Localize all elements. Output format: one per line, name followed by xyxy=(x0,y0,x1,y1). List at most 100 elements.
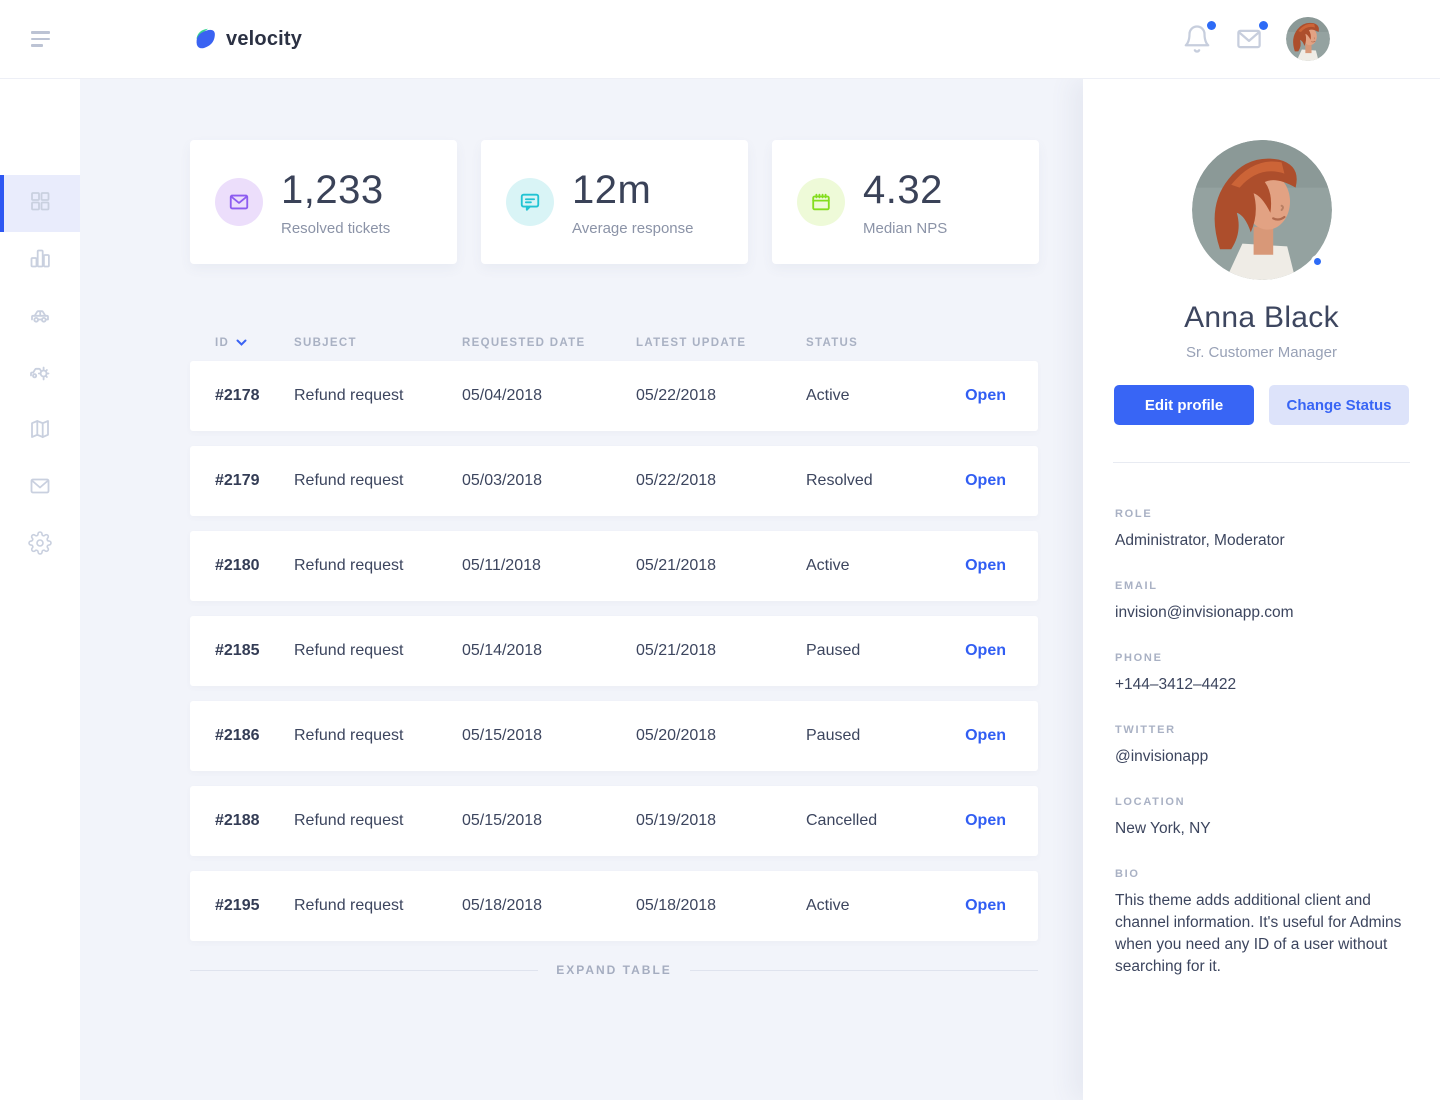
car-icon xyxy=(28,303,52,332)
open-link[interactable]: Open xyxy=(965,472,1006,489)
column-header-status: STATUS xyxy=(806,337,859,349)
ticket-subject: Refund request xyxy=(294,812,404,829)
ticket-status: Active xyxy=(806,387,850,404)
envelope-icon xyxy=(28,474,52,503)
open-link[interactable]: Open xyxy=(965,557,1006,574)
chat-icon xyxy=(506,178,554,226)
edit-profile-button[interactable]: Edit profile xyxy=(1114,385,1254,425)
field-label: PHONE xyxy=(1115,652,1163,664)
profile-name: Anna Black xyxy=(1184,301,1339,334)
stat-value: 4.32 xyxy=(863,167,943,212)
field-value: Administrator, Moderator xyxy=(1115,532,1285,549)
ticket-latest-update: 05/19/2018 xyxy=(636,812,717,829)
ticket-requested-date: 05/03/2018 xyxy=(462,472,543,489)
table-row: #2180 Refund request 05/11/2018 05/21/20… xyxy=(190,531,1038,601)
profile-panel: Anna Black Sr. Customer Manager Edit pro… xyxy=(1083,79,1440,1100)
profile-fields: ROLE Administrator, Moderator EMAIL invi… xyxy=(1083,463,1440,978)
ticket-id: #2186 xyxy=(215,727,260,744)
notification-dot xyxy=(1207,21,1216,30)
table-row: #2178 Refund request 05/04/2018 05/22/20… xyxy=(190,361,1038,431)
bar-chart-icon xyxy=(28,246,52,275)
sidebar-item-vehicle-settings[interactable] xyxy=(0,346,80,403)
column-header-subject: SUBJECT xyxy=(294,337,357,349)
field-label: ROLE xyxy=(1115,508,1153,520)
field-label: BIO xyxy=(1115,868,1140,880)
menu-button[interactable] xyxy=(0,31,80,47)
divider xyxy=(689,969,1038,971)
column-header-id[interactable]: ID xyxy=(190,337,294,349)
divider xyxy=(1113,462,1410,463)
column-header-requested-date: REQUESTED DATE xyxy=(462,337,586,349)
stat-cards: 1,233 Resolved tickets 12m Average respo… xyxy=(190,140,1039,264)
open-link[interactable]: Open xyxy=(965,812,1006,829)
sidebar-item-vehicles[interactable] xyxy=(0,289,80,346)
stat-label: Median NPS xyxy=(863,219,948,237)
chevron-down-icon xyxy=(236,339,247,347)
stat-label: Resolved tickets xyxy=(281,219,391,237)
ticket-subject: Refund request xyxy=(294,557,404,574)
sidebar-item-map[interactable] xyxy=(0,403,80,460)
user-avatar[interactable] xyxy=(1286,17,1330,61)
open-link[interactable]: Open xyxy=(965,642,1006,659)
table-header: ID SUBJECT REQUESTED DATE LATEST UPDATE … xyxy=(190,325,1038,361)
field-email: EMAIL invision@invisionapp.com xyxy=(1115,580,1408,624)
open-link[interactable]: Open xyxy=(965,727,1006,744)
brand: velocity xyxy=(192,27,302,52)
message-dot xyxy=(1259,21,1268,30)
open-link[interactable]: Open xyxy=(965,897,1006,914)
top-header: velocity xyxy=(0,0,1440,79)
expand-table: EXPAND TABLE xyxy=(190,963,1038,977)
calendar-icon xyxy=(797,178,845,226)
car-gear-icon xyxy=(28,360,52,389)
field-label: EMAIL xyxy=(1115,580,1158,592)
ticket-latest-update: 05/21/2018 xyxy=(636,642,717,659)
ticket-id: #2180 xyxy=(215,557,260,574)
ticket-id: #2179 xyxy=(215,472,260,489)
envelope-icon xyxy=(215,178,263,226)
velocity-logo-icon xyxy=(192,27,217,52)
ticket-id: #2188 xyxy=(215,812,260,829)
ticket-requested-date: 05/11/2018 xyxy=(462,557,541,574)
ticket-id: #2178 xyxy=(215,387,260,404)
ticket-requested-date: 05/04/2018 xyxy=(462,387,543,404)
ticket-subject: Refund request xyxy=(294,472,404,489)
column-header-latest-update: LATEST UPDATE xyxy=(636,337,747,349)
sidebar-item-settings[interactable] xyxy=(0,517,80,574)
header-actions xyxy=(1182,17,1440,61)
ticket-latest-update: 05/18/2018 xyxy=(636,897,717,914)
expand-table-button[interactable]: EXPAND TABLE xyxy=(556,963,672,977)
table-row: #2185 Refund request 05/14/2018 05/21/20… xyxy=(190,616,1038,686)
stat-card-resolved-tickets: 1,233 Resolved tickets xyxy=(190,140,457,264)
sidebar-item-messages[interactable] xyxy=(0,460,80,517)
change-status-button[interactable]: Change Status xyxy=(1269,385,1409,425)
ticket-latest-update: 05/20/2018 xyxy=(636,727,717,744)
field-value: @invisionapp xyxy=(1115,748,1209,765)
sidebar-item-dashboard[interactable] xyxy=(0,175,80,232)
notifications-button[interactable] xyxy=(1182,21,1216,57)
bell-icon xyxy=(1182,25,1212,57)
map-icon xyxy=(28,417,52,446)
ticket-subject: Refund request xyxy=(294,642,404,659)
ticket-status: Active xyxy=(806,557,850,574)
table-row: #2179 Refund request 05/03/2018 05/22/20… xyxy=(190,446,1038,516)
messages-button[interactable] xyxy=(1234,21,1268,54)
grid-icon xyxy=(28,189,52,218)
sidebar xyxy=(0,79,80,1100)
hamburger-icon xyxy=(30,31,50,47)
open-link[interactable]: Open xyxy=(965,387,1006,404)
field-location: LOCATION New York, NY xyxy=(1115,796,1408,840)
ticket-requested-date: 05/15/2018 xyxy=(462,727,543,744)
ticket-status: Paused xyxy=(806,727,861,744)
field-value: New York, NY xyxy=(1115,820,1211,837)
stat-card-median-nps: 4.32 Median NPS xyxy=(772,140,1039,264)
ticket-id: #2195 xyxy=(215,897,260,914)
field-value: invision@invisionapp.com xyxy=(1115,604,1294,621)
table-row: #2188 Refund request 05/15/2018 05/19/20… xyxy=(190,786,1038,856)
ticket-requested-date: 05/18/2018 xyxy=(462,897,543,914)
stat-value: 12m xyxy=(572,167,652,212)
field-role: ROLE Administrator, Moderator xyxy=(1115,508,1408,552)
tickets-table: ID SUBJECT REQUESTED DATE LATEST UPDATE … xyxy=(190,325,1038,977)
divider xyxy=(190,969,539,971)
sidebar-item-analytics[interactable] xyxy=(0,232,80,289)
table-row: #2186 Refund request 05/15/2018 05/20/20… xyxy=(190,701,1038,771)
